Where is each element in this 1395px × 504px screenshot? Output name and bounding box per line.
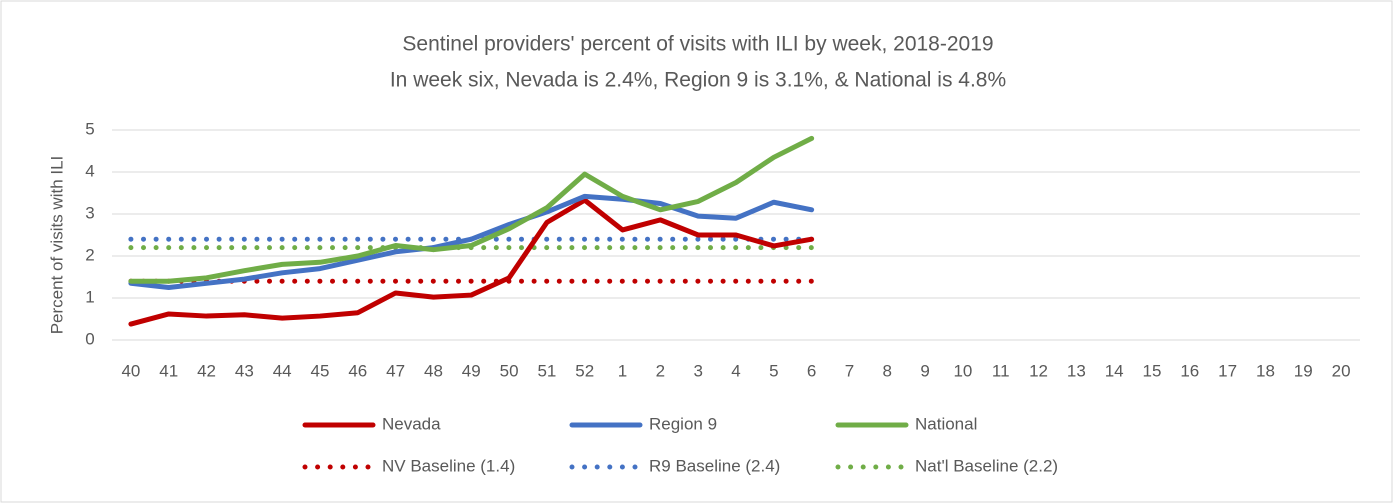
x-tick-label: 45 — [311, 361, 330, 380]
x-tick-label: 2 — [656, 361, 665, 380]
y-tick-label: 1 — [85, 287, 94, 306]
x-tick-label: 42 — [197, 361, 216, 380]
series-line — [128, 193, 815, 290]
x-tick-label: 10 — [953, 361, 972, 380]
legend-label: National — [915, 414, 977, 433]
x-tick-label: 1 — [618, 361, 627, 380]
chart-title: Sentinel providers' percent of visits wi… — [402, 33, 993, 56]
x-tick-label: 52 — [575, 361, 594, 380]
x-tick-label: 48 — [424, 361, 443, 380]
x-tick-label: 49 — [462, 361, 481, 380]
x-tick-label: 3 — [693, 361, 702, 380]
y-tick-label: 2 — [85, 245, 94, 264]
y-tick-label: 4 — [85, 161, 94, 180]
x-tick-label: 47 — [386, 361, 405, 380]
x-tick-label: 50 — [500, 361, 519, 380]
x-tick-label: 5 — [769, 361, 778, 380]
x-tick-label: 8 — [883, 361, 892, 380]
x-tick-label: 16 — [1180, 361, 1199, 380]
x-tick-label: 18 — [1256, 361, 1275, 380]
y-tick-label: 0 — [85, 329, 94, 348]
x-tick-label: 12 — [1029, 361, 1048, 380]
x-tick-label: 19 — [1294, 361, 1313, 380]
x-tick-label: 4 — [731, 361, 740, 380]
x-tick-label: 13 — [1067, 361, 1086, 380]
x-tick-label: 11 — [992, 361, 1010, 380]
x-tick-label: 44 — [273, 361, 292, 380]
x-tick-label: 9 — [920, 361, 929, 380]
legend-label: NV Baseline (1.4) — [382, 456, 515, 475]
x-tick-label: 51 — [537, 361, 556, 380]
x-tick-label: 43 — [235, 361, 254, 380]
y-tick-label: 5 — [85, 119, 94, 138]
y-tick-label: 3 — [85, 203, 94, 222]
x-tick-label: 7 — [845, 361, 854, 380]
x-tick-label: 41 — [159, 361, 178, 380]
series-line — [128, 197, 815, 327]
series-line — [128, 135, 815, 284]
legend-label: R9 Baseline (2.4) — [649, 456, 780, 475]
legend-label: Region 9 — [649, 414, 717, 433]
x-tick-label: 40 — [121, 361, 140, 380]
x-tick-label: 20 — [1332, 361, 1351, 380]
chart-subtitle: In week six, Nevada is 2.4%, Region 9 is… — [390, 69, 1006, 92]
x-tick-label: 6 — [807, 361, 816, 380]
y-axis-label: Percent of visits with ILI — [47, 156, 66, 335]
legend-label: Nevada — [382, 414, 441, 433]
x-tick-label: 15 — [1143, 361, 1162, 380]
legend-label: Nat'l Baseline (2.2) — [915, 456, 1058, 475]
x-tick-label: 17 — [1218, 361, 1237, 380]
x-tick-label: 46 — [348, 361, 367, 380]
x-tick-label: 14 — [1105, 361, 1124, 380]
